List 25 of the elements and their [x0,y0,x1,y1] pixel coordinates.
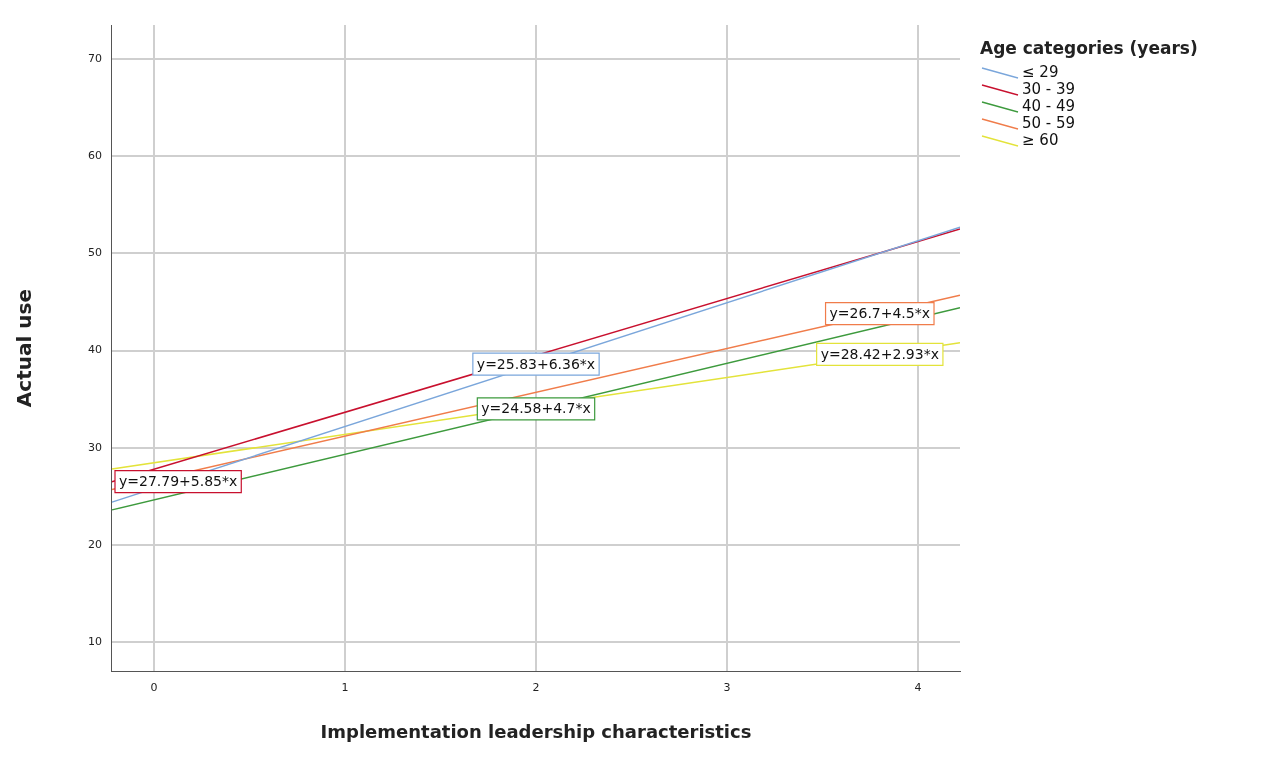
x-tick-label: 3 [723,680,731,694]
y-tick-label: 60 [88,149,102,163]
y-tick-label: 30 [88,440,102,454]
x-tick-label: 2 [532,680,540,694]
y-axis-title: Actual use [12,289,37,408]
y-tick-label: 10 [88,634,102,648]
y-tick-label: 20 [88,537,102,551]
x-tick-label: 1 [341,680,349,694]
legend-label: 40 - 49 [1022,97,1076,115]
annotation: y=24.58+4.7*x [481,400,591,417]
legend-label: ≤ 29 [1022,63,1059,81]
x-axis-title: Implementation leadership characteristics [320,720,752,742]
annotation: y=28.42+2.93*x [820,346,939,363]
legend-label: 30 - 39 [1022,80,1076,98]
x-tick-label: 0 [150,680,158,694]
annotation: y=26.7+4.5*x [829,305,931,322]
y-tick-label: 40 [88,343,102,357]
x-tick-label: 4 [914,680,922,694]
legend-label: ≥ 60 [1022,131,1059,149]
legend-title: Age categories (years) [980,38,1198,58]
y-tick-label: 70 [88,51,102,65]
annotation: y=25.83+6.36*x [476,355,596,372]
annotation: y=27.79+5.85*x [118,473,238,490]
y-tick-label: 50 [88,246,102,260]
legend-label: 50 - 59 [1022,114,1076,132]
